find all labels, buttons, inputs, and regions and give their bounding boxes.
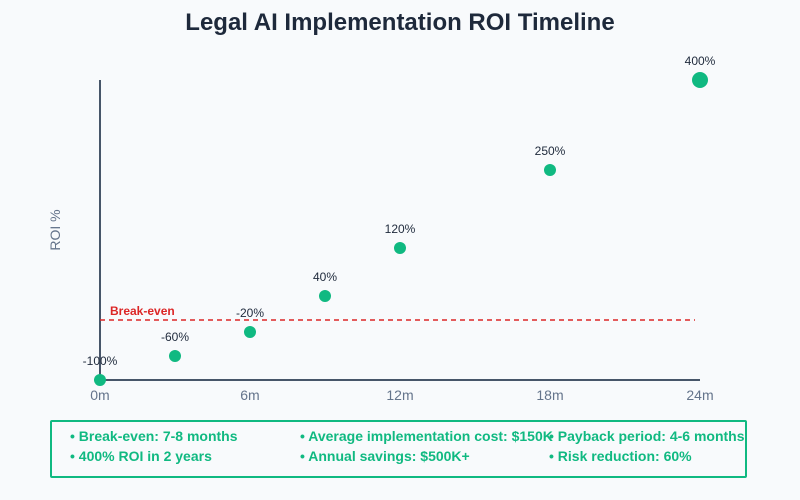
summary-break-even: • Break-even: 7-8 months (70, 428, 238, 444)
summary-roi: • 400% ROI in 2 years (70, 448, 212, 464)
y-axis-label: ROI % (47, 209, 63, 250)
summary-implementation-cost: • Average implementation cost: $150K (300, 428, 553, 444)
data-label: -100% (83, 354, 118, 368)
roi-chart: Legal AI Implementation ROI Timeline ROI… (47, 9, 716, 403)
break-even-label: Break-even (110, 304, 175, 318)
x-tick-label: 24m (686, 387, 713, 403)
x-tick-label: 0m (90, 387, 109, 403)
data-point (169, 350, 181, 362)
data-label: -20% (236, 306, 264, 320)
data-point (544, 164, 556, 176)
data-point (94, 374, 106, 386)
data-point (692, 72, 708, 88)
summary-annual-savings: • Annual savings: $500K+ (300, 448, 470, 464)
data-point (394, 242, 406, 254)
data-label: 250% (535, 144, 566, 158)
data-point (319, 290, 331, 302)
data-label: 40% (313, 270, 337, 284)
data-label: 400% (685, 54, 716, 68)
x-tick-label: 12m (386, 387, 413, 403)
summary-payback-period: • Payback period: 4-6 months (549, 428, 745, 444)
chart-title: Legal AI Implementation ROI Timeline (185, 9, 614, 36)
data-label: 120% (385, 222, 416, 236)
x-tick-label: 6m (240, 387, 259, 403)
x-tick-label: 18m (536, 387, 563, 403)
data-label: -60% (161, 330, 189, 344)
summary-risk-reduction: • Risk reduction: 60% (549, 448, 692, 464)
summary-box: • Break-even: 7-8 months • Average imple… (50, 420, 747, 478)
data-point (244, 326, 256, 338)
